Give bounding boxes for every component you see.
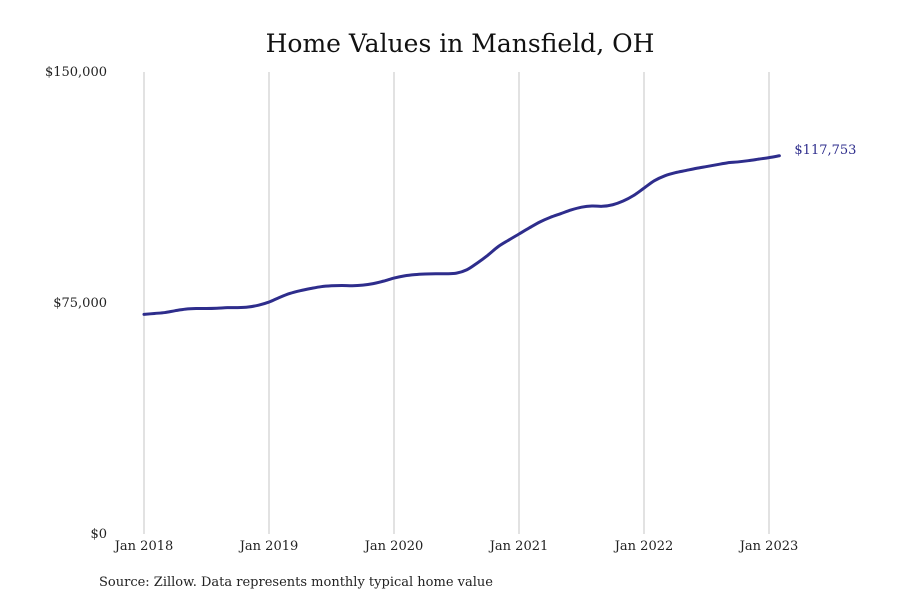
home-value-line (142, 154, 781, 316)
x-axis: Jan 2018 Jan 2019 Jan 2020 Jan 2021 Jan 2022… (113, 539, 799, 554)
plot-series: $117,753 (142, 143, 856, 316)
vertical-gridlines (143, 72, 770, 534)
x-tick-label: Jan 2019 (238, 539, 299, 554)
y-tick-label: $0 (90, 527, 107, 542)
x-tick-label: Jan 2021 (488, 539, 549, 554)
y-axis: $0 $75,000 $150,000 (45, 65, 107, 542)
x-tick-label: Jan 2018 (113, 539, 174, 554)
y-tick-label: $150,000 (45, 65, 107, 80)
source-note: Source: Zillow. Data represents monthly … (99, 575, 493, 590)
chart-title: Home Values in Mansfield, OH (266, 29, 655, 58)
y-tick-label: $75,000 (53, 296, 107, 311)
x-tick-label: Jan 2022 (613, 539, 674, 554)
end-value-label: $117,753 (794, 143, 856, 158)
x-tick-label: Jan 2020 (363, 539, 424, 554)
x-tick-label: Jan 2023 (738, 539, 799, 554)
